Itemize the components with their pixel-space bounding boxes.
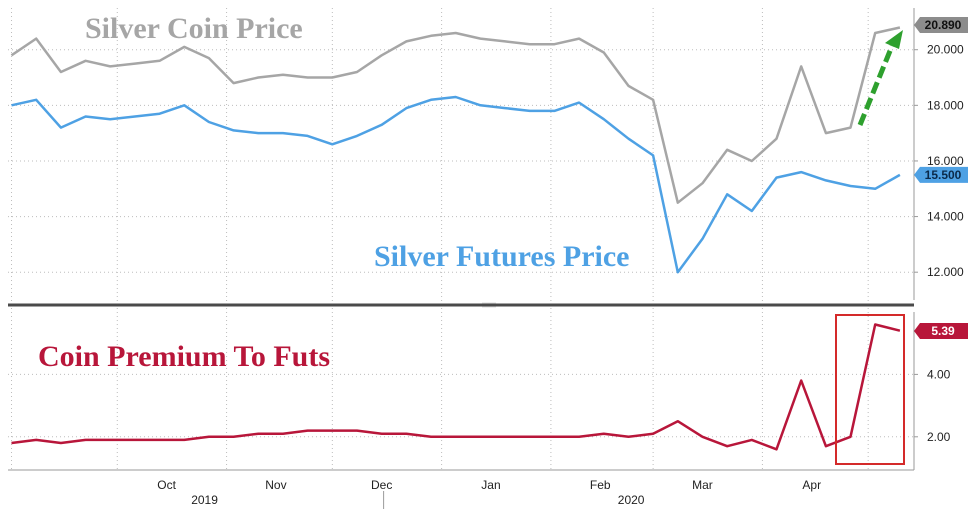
x-tick-label: Oct <box>157 478 176 492</box>
badge-layer: 20.890 15.500 5.39 <box>914 16 968 340</box>
futures-last-value-badge: 15.500 <box>914 166 968 183</box>
futures-price-title: Silver Futures Price <box>374 240 630 273</box>
trend-arrow-shaft <box>857 45 895 126</box>
trend-arrow-head <box>885 30 903 49</box>
x-tick-label: Jan <box>481 478 500 492</box>
x-tick-label: Dec <box>371 478 392 492</box>
x-tick-label: Apr <box>802 478 821 492</box>
grid-layer <box>8 8 914 470</box>
svg-text:5.39: 5.39 <box>931 324 955 338</box>
premium-line <box>11 323 901 451</box>
y-tick-label: 14.000 <box>927 210 964 224</box>
x-tick-label: Mar <box>692 478 713 492</box>
y-tick-label: 2.00 <box>927 430 951 444</box>
x-year-label: 2019 <box>191 493 218 507</box>
premium-title: Coin Premium To Futs <box>38 340 330 373</box>
futures-price-line <box>11 95 901 274</box>
y-tick-label: 16.000 <box>927 154 964 168</box>
series-layer <box>10 26 901 451</box>
svg-text:20.890: 20.890 <box>925 18 962 32</box>
premium-last-value-badge: 5.39 <box>914 323 968 340</box>
highlight-box <box>835 314 905 465</box>
x-year-label: 2020 <box>618 493 645 507</box>
axis-layer: Oct Nov Dec Jan Feb Mar Apr 2019 2020 12.000 14.00… <box>8 8 964 509</box>
x-tick-label: Nov <box>265 478 286 492</box>
y-tick-label: 12.000 <box>927 265 964 279</box>
coin-price-title: Silver Coin Price <box>85 12 303 45</box>
y-tick-label: 20.000 <box>927 43 964 57</box>
coin-price-line <box>10 26 901 204</box>
y-tick-label: 18.000 <box>927 98 964 112</box>
x-tick-label: Feb <box>590 478 611 492</box>
y-tick-label: 4.00 <box>927 367 951 381</box>
svg-text:15.500: 15.500 <box>925 168 962 182</box>
coin-last-value-badge: 20.890 <box>914 16 968 33</box>
